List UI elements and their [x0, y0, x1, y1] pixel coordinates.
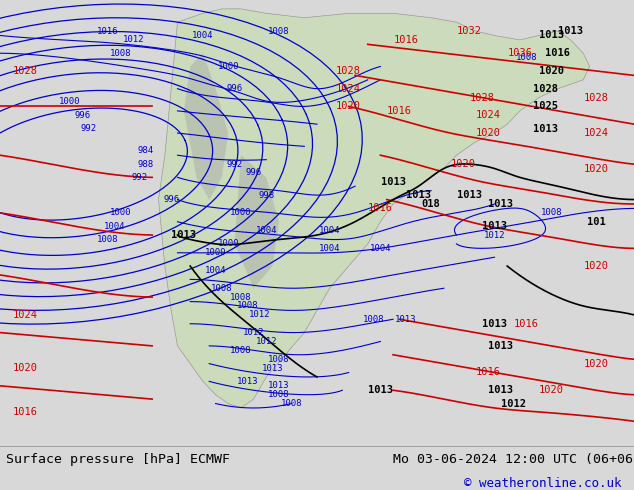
Text: 1020: 1020 [539, 385, 564, 395]
Text: 1012: 1012 [249, 310, 271, 319]
Text: 1013: 1013 [488, 385, 514, 395]
Text: 992: 992 [81, 124, 97, 133]
Text: 1008: 1008 [268, 390, 290, 399]
Text: 1024: 1024 [336, 84, 361, 94]
Text: 1016: 1016 [13, 407, 38, 417]
Text: 996: 996 [74, 111, 91, 120]
Text: 1020: 1020 [336, 101, 361, 111]
Text: 1013: 1013 [380, 177, 406, 187]
Text: 1028: 1028 [583, 93, 609, 102]
Text: 984: 984 [138, 147, 154, 155]
Text: 1008: 1008 [110, 49, 131, 58]
Text: 1000: 1000 [230, 208, 252, 218]
Polygon shape [235, 155, 279, 288]
Text: 1025: 1025 [533, 101, 558, 111]
Text: 1012: 1012 [122, 35, 144, 45]
Text: 1013: 1013 [268, 381, 290, 391]
Text: 996: 996 [163, 195, 179, 204]
Text: 1004: 1004 [103, 221, 125, 231]
Text: 1008: 1008 [211, 284, 233, 293]
Text: 1028: 1028 [13, 66, 38, 76]
Text: 1016: 1016 [393, 35, 418, 45]
Text: 1000: 1000 [59, 98, 81, 106]
Text: 1013: 1013 [558, 26, 583, 36]
Text: 998: 998 [258, 191, 275, 199]
Text: 1008: 1008 [230, 293, 252, 302]
Text: 1020: 1020 [583, 261, 609, 271]
Text: 992: 992 [226, 160, 243, 169]
Text: 1013: 1013 [236, 377, 258, 386]
Text: 1004: 1004 [192, 31, 214, 40]
Text: 1013: 1013 [171, 230, 197, 240]
Text: 1000: 1000 [217, 62, 239, 71]
Text: 1013: 1013 [395, 315, 417, 324]
Text: 1032: 1032 [456, 26, 482, 36]
Text: Mo 03-06-2024 12:00 UTC (06+06): Mo 03-06-2024 12:00 UTC (06+06) [393, 453, 634, 466]
Text: 1020: 1020 [13, 363, 38, 373]
Text: 1013: 1013 [406, 190, 431, 200]
Text: 1020: 1020 [583, 359, 609, 368]
Text: 1004: 1004 [370, 244, 391, 253]
Text: 1013: 1013 [488, 199, 514, 209]
Text: 996: 996 [245, 169, 262, 177]
Text: 1012: 1012 [256, 337, 277, 346]
Text: 1004: 1004 [256, 226, 277, 235]
Text: 1008: 1008 [236, 301, 258, 311]
Text: © weatheronline.co.uk: © weatheronline.co.uk [464, 476, 621, 490]
Text: 988: 988 [138, 160, 154, 169]
Text: 1013: 1013 [368, 385, 393, 395]
Polygon shape [158, 9, 590, 408]
Text: 1013: 1013 [488, 341, 514, 351]
Text: 1028: 1028 [533, 84, 558, 94]
Text: 996: 996 [226, 84, 243, 93]
Text: 1013: 1013 [539, 30, 564, 41]
Text: 1008: 1008 [515, 53, 537, 62]
Text: 1008: 1008 [541, 208, 562, 218]
Text: Surface pressure [hPa] ECMWF: Surface pressure [hPa] ECMWF [6, 453, 230, 466]
Text: 1013: 1013 [262, 364, 283, 372]
Text: 1020: 1020 [583, 164, 609, 173]
Text: 1016: 1016 [545, 48, 571, 58]
Text: 1013: 1013 [533, 123, 558, 134]
Text: 1016: 1016 [476, 368, 501, 377]
Text: 1016: 1016 [97, 26, 119, 36]
Text: 1008: 1008 [268, 26, 290, 36]
Text: 1013: 1013 [456, 190, 482, 200]
Text: 1008: 1008 [281, 399, 302, 408]
Text: 1016: 1016 [514, 318, 539, 329]
Text: 1020: 1020 [539, 66, 564, 76]
Text: 1008: 1008 [363, 315, 385, 324]
Text: 1013: 1013 [482, 221, 507, 231]
Text: 1000: 1000 [217, 240, 239, 248]
Text: 1028: 1028 [469, 93, 495, 102]
Text: 1004: 1004 [205, 266, 226, 275]
Text: 1004: 1004 [319, 244, 340, 253]
Text: 1008: 1008 [268, 355, 290, 364]
Text: 101: 101 [586, 217, 605, 227]
Text: 1024: 1024 [13, 310, 38, 320]
Text: 1020: 1020 [476, 128, 501, 138]
Text: 1013: 1013 [482, 318, 507, 329]
Text: 1036: 1036 [507, 48, 533, 58]
Text: 1024: 1024 [583, 128, 609, 138]
Text: 1008: 1008 [97, 235, 119, 244]
Text: 1008: 1008 [230, 346, 252, 355]
Text: 1000: 1000 [205, 248, 226, 257]
Text: 1000: 1000 [110, 208, 131, 218]
Text: 1028: 1028 [336, 66, 361, 76]
Text: 018: 018 [422, 199, 441, 209]
Text: 992: 992 [131, 173, 148, 182]
Text: 1004: 1004 [319, 226, 340, 235]
Text: 1020: 1020 [450, 159, 476, 169]
Polygon shape [184, 53, 228, 199]
Text: 1016: 1016 [368, 203, 393, 214]
Text: 1012: 1012 [501, 398, 526, 409]
Text: 1012: 1012 [243, 328, 264, 337]
Text: 1024: 1024 [476, 110, 501, 121]
Text: 1012: 1012 [484, 230, 505, 240]
Text: 1016: 1016 [387, 106, 412, 116]
